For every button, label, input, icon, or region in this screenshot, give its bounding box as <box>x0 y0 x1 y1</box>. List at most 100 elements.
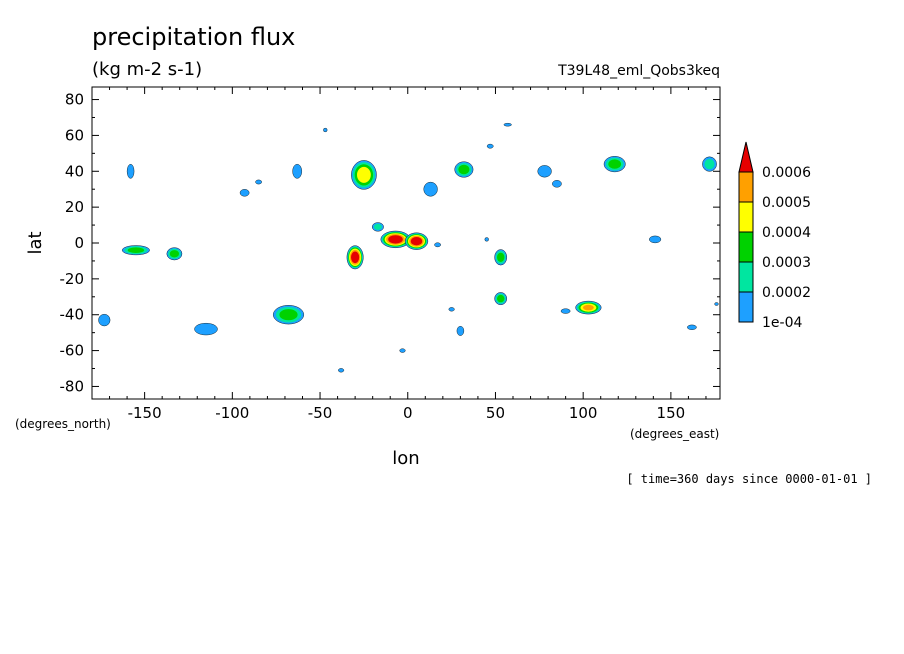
y-tick-label: 0 <box>74 234 84 252</box>
contour-level-0 <box>537 165 552 178</box>
x-tick-label: 100 <box>569 404 598 422</box>
precip-cell-20 <box>456 325 465 336</box>
precip-cell-0 <box>98 314 111 327</box>
contour-level-0 <box>323 127 328 133</box>
precip-cell-7 <box>273 305 305 325</box>
contour-level-2 <box>497 252 505 262</box>
contour-fields <box>98 122 719 373</box>
precip-cell-10 <box>338 368 345 373</box>
y-tick-label: -60 <box>60 342 85 360</box>
contour-level-2 <box>497 294 505 303</box>
precip-cell-15 <box>399 348 406 353</box>
precip-cell-29 <box>575 300 602 315</box>
precip-cell-34 <box>687 324 697 330</box>
precip-cell-5 <box>239 189 250 197</box>
y-tick-label: 80 <box>65 91 84 109</box>
precip-cell-17 <box>423 181 438 197</box>
colorbar-label: 0.0003 <box>762 255 811 271</box>
x-tick-label: -50 <box>308 404 333 422</box>
colorbar-label: 1e-04 <box>762 315 802 331</box>
precip-cell-21 <box>454 161 474 178</box>
precip-cell-8 <box>292 163 303 179</box>
contour-level-0 <box>552 180 562 188</box>
y-tick-label: -40 <box>60 306 85 324</box>
precip-cell-33 <box>702 156 717 172</box>
colorbar-label: 0.0002 <box>762 285 811 301</box>
x-units-label: (degrees_east) <box>630 427 719 441</box>
contour-level-0 <box>126 163 135 179</box>
precip-cell-3 <box>166 247 183 261</box>
contour-level-0 <box>399 348 406 353</box>
x-tick-label: -100 <box>215 404 249 422</box>
precip-cell-25 <box>494 292 508 305</box>
y-tick-label: -80 <box>60 377 85 395</box>
contour-level-0 <box>649 235 662 244</box>
y-tick-label: 60 <box>65 126 84 144</box>
precip-cell-31 <box>603 156 626 173</box>
precip-cell-14 <box>380 230 411 248</box>
colorbar: 1e-04 0.0002 0.0003 0.0004 0.0005 0.0006 <box>738 141 811 331</box>
precip-cell-23 <box>484 237 489 242</box>
contour-level-4 <box>583 304 594 311</box>
contour-level-0 <box>560 308 571 314</box>
x-tick-label: 150 <box>657 404 686 422</box>
contour-level-0 <box>338 368 345 373</box>
contour-level-0 <box>423 181 438 197</box>
contour-level-3 <box>357 166 371 183</box>
y-tick-label: 20 <box>65 198 84 216</box>
contour-level-0 <box>714 302 719 306</box>
plot-area: -150 -100 -50 0 50 100 150 80 60 40 20 0 -20 -40 -60 -8… <box>60 86 721 422</box>
contour-level-5 <box>410 237 423 246</box>
precip-cell-22 <box>486 143 494 149</box>
contour-level-0 <box>456 325 465 336</box>
contour-level-5 <box>351 251 360 264</box>
contour-level-0 <box>486 143 494 149</box>
precip-cell-26 <box>503 122 512 127</box>
axis-ticks: -150 -100 -50 0 50 100 150 80 60 40 20 0 -20 -40 -60 -8… <box>60 87 720 422</box>
contour-level-0 <box>255 179 262 185</box>
precip-cell-30 <box>560 308 571 314</box>
precip-cell-35 <box>714 302 719 306</box>
contour-level-0 <box>484 237 489 242</box>
contour-level-0 <box>239 189 250 197</box>
contour-level-2 <box>279 309 298 321</box>
y-tick-label: -20 <box>60 270 85 288</box>
colorbar-swatch-0 <box>738 291 754 323</box>
contour-level-0 <box>687 324 697 330</box>
y-axis-title: lat <box>25 231 46 254</box>
precip-cell-28 <box>552 180 562 188</box>
precip-cell-19 <box>448 307 455 312</box>
contour-level-0 <box>292 163 303 179</box>
contour-level-0 <box>98 314 111 327</box>
y-units-label: (degrees_north) <box>15 417 111 431</box>
contour-level-2 <box>169 250 179 258</box>
contour-level-5 <box>388 235 403 244</box>
x-axis-title: lon <box>392 448 419 469</box>
time-label: [ time=360 days since 0000-01-01 ] <box>626 472 872 486</box>
contour-level-1 <box>704 159 715 170</box>
colorbar-label: 0.0006 <box>762 165 811 181</box>
colorbar-arrow <box>738 141 754 173</box>
precip-cell-13 <box>371 222 384 232</box>
x-tick-label: 0 <box>403 404 413 422</box>
contour-level-0 <box>448 307 455 312</box>
precip-cell-32 <box>649 235 662 244</box>
precip-cell-9 <box>323 127 328 133</box>
chart-units: (kg m-2 s-1) <box>92 59 202 80</box>
colorbar-swatch-4 <box>738 171 754 203</box>
colorbar-swatch-3 <box>738 201 754 233</box>
precip-cell-27 <box>537 165 552 178</box>
colorbar-swatch-1 <box>738 261 754 293</box>
chart-title: precipitation flux <box>92 23 295 51</box>
contour-level-0 <box>503 122 512 127</box>
contour-level-2 <box>608 159 622 169</box>
contour-level-0 <box>194 323 218 336</box>
contour-level-0 <box>434 242 441 248</box>
colorbar-label: 0.0005 <box>762 195 811 211</box>
contour-level-1 <box>373 223 382 230</box>
colorbar-label: 0.0004 <box>762 225 811 241</box>
run-label: T39L48_eml_Qobs3keq <box>557 63 720 79</box>
precip-cell-2 <box>121 245 150 256</box>
precip-cell-16 <box>404 232 429 250</box>
